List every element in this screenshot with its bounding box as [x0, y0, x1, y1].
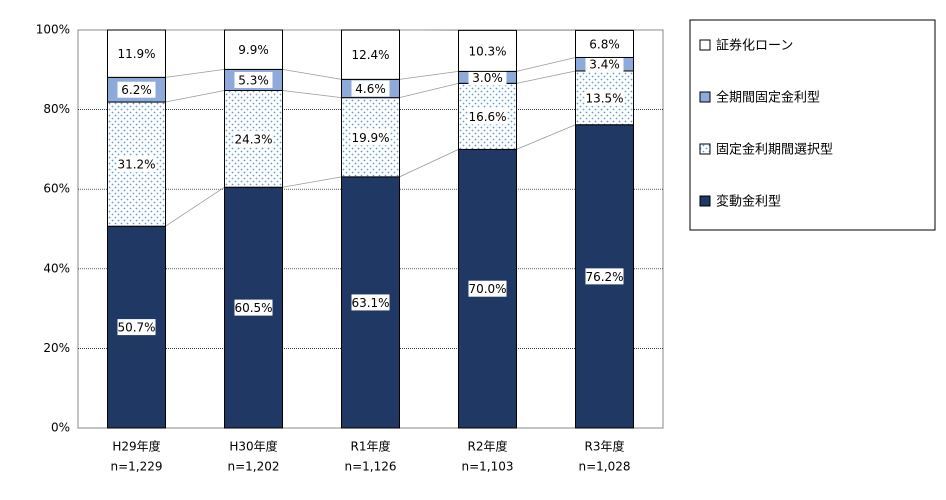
legend-swatch — [699, 39, 711, 51]
label-bg — [468, 280, 507, 297]
data-label: 6.2% — [121, 83, 152, 97]
data-label: 12.4% — [351, 48, 389, 62]
legend-label: 変動金利型 — [716, 194, 781, 210]
y-tick-label: 20% — [43, 341, 70, 355]
label-bg — [117, 45, 156, 62]
data-label: 13.5% — [585, 91, 623, 105]
y-tick-label: 0% — [51, 421, 70, 435]
label-bg — [468, 42, 507, 59]
x-tick-note: n=1,103 — [461, 460, 513, 474]
legend-swatch — [699, 91, 711, 103]
legend-swatch — [699, 143, 711, 155]
label-bg — [585, 56, 624, 73]
data-label: 24.3% — [234, 132, 272, 146]
x-tick-label: R2年度 — [468, 439, 508, 454]
label-bg — [351, 129, 390, 146]
data-label: 5.3% — [238, 73, 269, 87]
x-tick-note: n=1,126 — [344, 460, 396, 474]
data-label: 3.4% — [589, 58, 620, 72]
label-bg — [117, 156, 156, 173]
label-bg — [117, 81, 156, 98]
legend-swatch — [699, 195, 711, 207]
x-tick-note: n=1,229 — [110, 460, 162, 474]
data-label: 6.8% — [589, 37, 620, 51]
y-tick-label: 80% — [43, 102, 70, 116]
legend-label: 全期間固定金利型 — [716, 90, 820, 106]
legend-box — [689, 19, 936, 231]
connector-line — [282, 69, 342, 80]
legend-label: 証券化ローン — [716, 38, 793, 54]
label-bg — [585, 89, 624, 106]
y-tick-label: 40% — [43, 261, 70, 275]
data-label: 63.1% — [351, 296, 389, 310]
data-label: 4.6% — [355, 82, 386, 96]
data-label: 31.2% — [117, 158, 155, 172]
x-tick-label: R1年度 — [351, 439, 391, 454]
data-label: 10.3% — [468, 44, 506, 58]
x-tick-label: H30年度 — [229, 439, 277, 454]
label-bg — [351, 46, 390, 63]
label-bg — [117, 319, 156, 336]
connector-line — [165, 90, 225, 103]
label-bg — [234, 41, 273, 58]
data-label: 60.5% — [234, 301, 272, 315]
y-tick-label: 100% — [36, 23, 70, 37]
connector-line — [516, 57, 576, 72]
label-bg — [351, 80, 390, 97]
connector-line — [282, 90, 342, 99]
label-bg — [468, 69, 507, 86]
connector-line — [399, 70, 459, 80]
data-label: 9.9% — [238, 43, 269, 57]
data-label: 19.9% — [351, 131, 389, 145]
connector-line — [282, 176, 342, 188]
connector-line — [399, 149, 459, 178]
bar-segment — [341, 29, 400, 80]
y-tick-label: 60% — [43, 182, 70, 196]
connector-line — [516, 124, 576, 150]
data-label: 11.9% — [117, 47, 155, 61]
connector-line — [165, 186, 225, 227]
x-tick-note: n=1,202 — [227, 460, 279, 474]
x-tick-label: R3年度 — [585, 439, 625, 454]
label-bg — [351, 294, 390, 311]
label-bg — [585, 268, 624, 285]
legend-label: 固定金利期間選択型 — [716, 142, 833, 158]
connector-line — [165, 69, 225, 78]
connector-line — [399, 82, 459, 99]
data-label: 3.0% — [472, 71, 503, 85]
x-tick-note: n=1,028 — [578, 460, 630, 474]
label-bg — [234, 299, 273, 316]
data-label: 70.0% — [468, 282, 506, 296]
label-bg — [585, 35, 624, 52]
x-tick-label: H29年度 — [112, 439, 160, 454]
data-label: 50.7% — [117, 321, 155, 335]
data-label: 16.6% — [468, 110, 506, 124]
label-bg — [234, 130, 273, 147]
label-bg — [468, 108, 507, 125]
data-label: 76.2% — [585, 270, 623, 284]
connector-line — [516, 70, 576, 84]
label-bg — [234, 71, 273, 88]
